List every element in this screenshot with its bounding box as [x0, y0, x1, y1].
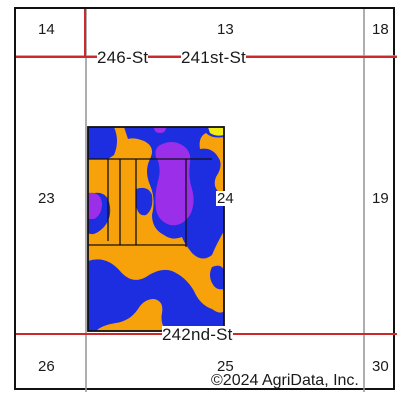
section-label-24: 24	[216, 190, 235, 207]
soil-field	[87, 126, 225, 332]
section-label-18: 18	[372, 21, 389, 38]
soil-unit-purple-main	[155, 142, 194, 226]
soil-unit-blue-east	[210, 265, 224, 290]
section-label-13: 13	[217, 21, 234, 38]
section-label-23: 23	[38, 190, 55, 207]
soil-unit-blue-south	[88, 259, 224, 331]
field-boundary	[87, 126, 225, 332]
field-division-lines	[88, 158, 212, 247]
copyright-text: ©2024 AgriData, Inc.	[211, 372, 359, 389]
soil-unit-purple-north	[154, 127, 166, 133]
soil-unit-blue-west	[88, 127, 117, 159]
section-label-14: 14	[38, 21, 55, 38]
soil-unit-blue-center	[136, 187, 153, 216]
road-label-246-st: 246-St	[97, 48, 149, 67]
soil-map-frame: 14 13 18 23 24 19 26 25 30 246-St 241st-…	[14, 7, 397, 392]
soil-unit-yellow	[208, 127, 224, 136]
soil-map-graphic	[16, 9, 397, 392]
road-label-241st-st: 241st-St	[181, 48, 246, 67]
section-label-25: 25	[217, 358, 234, 375]
soil-unit-purple-west	[88, 192, 102, 219]
section-label-30: 30	[372, 358, 389, 375]
road-label-242nd-st: 242nd-St	[162, 325, 233, 344]
section-label-26: 26	[38, 358, 55, 375]
section-label-19: 19	[372, 190, 389, 207]
